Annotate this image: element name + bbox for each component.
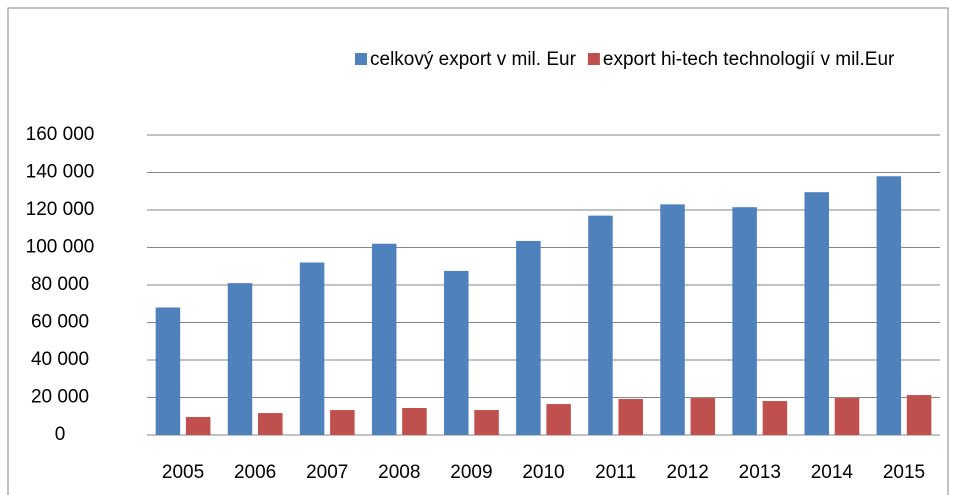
bar [804,192,829,435]
bar [660,204,685,435]
x-tick-label: 2005 [162,462,204,483]
y-tick-label: 140 000 [26,162,95,183]
bar [906,395,932,435]
x-tick-label: 2014 [811,462,854,483]
legend-swatch [587,53,600,65]
y-tick-label: 60 000 [31,312,89,333]
bar [516,240,541,435]
y-tick-label: 20 000 [31,387,89,408]
x-tick-label: 2012 [667,462,709,483]
x-tick-label: 2013 [739,462,781,483]
bar [444,270,469,435]
legend-label: celkový export v mil. Eur [370,49,577,70]
bar [876,176,902,435]
bar [588,215,613,435]
bar [155,307,181,435]
bar [330,410,355,435]
y-tick-label: 120 000 [26,199,95,220]
bar [402,408,427,435]
bar [258,413,283,435]
bar [227,283,253,435]
bar [185,417,211,435]
x-tick-label: 2006 [234,462,276,483]
bar [474,410,499,435]
bar [299,262,325,435]
y-tick-label: 100 000 [26,237,95,258]
chart-border [7,7,949,495]
x-tick-label: 2009 [450,462,492,483]
y-tick-label: 0 [55,424,66,445]
bar [618,399,643,435]
bar [690,398,716,435]
bar [834,398,860,435]
x-tick-label: 2008 [378,462,420,483]
x-tick-label: 2015 [883,462,925,483]
x-tick-label: 2011 [595,462,636,483]
y-tick-label: 80 000 [31,274,89,295]
y-tick-label: 160 000 [26,124,95,145]
bar [762,401,788,435]
legend-swatch [355,53,367,65]
bar [732,207,757,435]
y-tick-label: 40 000 [31,349,89,370]
x-tick-label: 2010 [522,462,564,483]
legend-label: export hi-tech technologií v mil.Eur [603,49,895,70]
bar [546,404,571,435]
bar [371,243,397,435]
x-tick-label: 2007 [306,462,348,483]
